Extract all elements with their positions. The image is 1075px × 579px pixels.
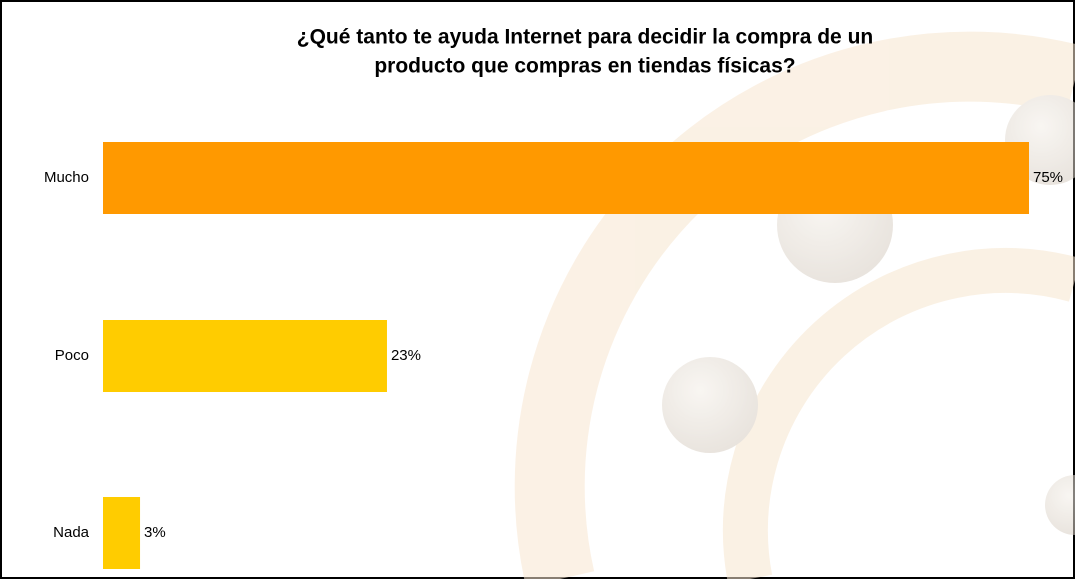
chart-title: producto que compras en tiendas físicas? [374,55,795,78]
category-label: Nada [53,524,90,541]
chart-title: ¿Qué tanto te ayuda Internet para decidi… [297,26,873,49]
value-label: 3% [144,524,166,541]
category-label: Poco [55,347,89,364]
value-label: 75% [1033,169,1063,186]
category-label: Mucho [44,169,89,186]
value-label: 23% [391,347,421,364]
bar [103,320,387,392]
bar [103,142,1029,214]
bar [103,497,141,569]
